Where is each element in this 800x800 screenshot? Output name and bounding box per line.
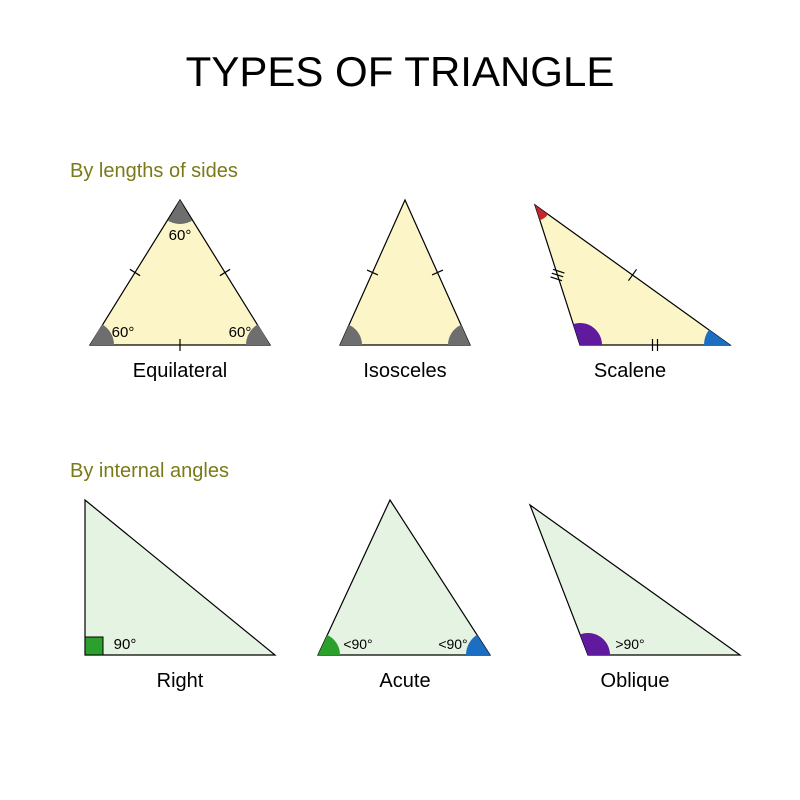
page-title: TYPES OF TRIANGLE [0, 48, 800, 96]
triangle-equilateral-svg: 60° 60° 60° [85, 195, 275, 355]
section-heading-angles: By internal angles [70, 460, 229, 483]
triangle-right: 90° [75, 495, 285, 665]
caption-right: Right [75, 670, 285, 693]
svg-text:60°: 60° [169, 227, 192, 244]
caption-scalene: Scalene [520, 360, 740, 383]
caption-isosceles: Isosceles [330, 360, 480, 383]
svg-text:>90°: >90° [615, 636, 644, 652]
caption-oblique: Oblique [520, 670, 750, 693]
triangle-scalene [520, 195, 740, 355]
triangle-oblique-svg: >90° [520, 495, 750, 665]
caption-acute: Acute [310, 670, 500, 693]
triangle-acute: <90° <90° [310, 495, 500, 665]
caption-equilateral: Equilateral [85, 360, 275, 383]
triangle-equilateral: 60° 60° 60° [85, 195, 275, 355]
svg-text:90°: 90° [114, 636, 137, 653]
triangle-acute-svg: <90° <90° [310, 495, 500, 665]
svg-text:<90°: <90° [438, 636, 467, 652]
svg-text:60°: 60° [229, 324, 252, 341]
triangle-isosceles [330, 195, 480, 355]
svg-text:<90°: <90° [343, 636, 372, 652]
triangle-isosceles-svg [330, 195, 480, 355]
triangle-right-svg: 90° [75, 495, 285, 665]
triangle-oblique: >90° [520, 495, 750, 665]
svg-text:60°: 60° [112, 324, 135, 341]
triangle-scalene-svg [520, 195, 740, 355]
section-heading-sides: By lengths of sides [70, 160, 238, 183]
